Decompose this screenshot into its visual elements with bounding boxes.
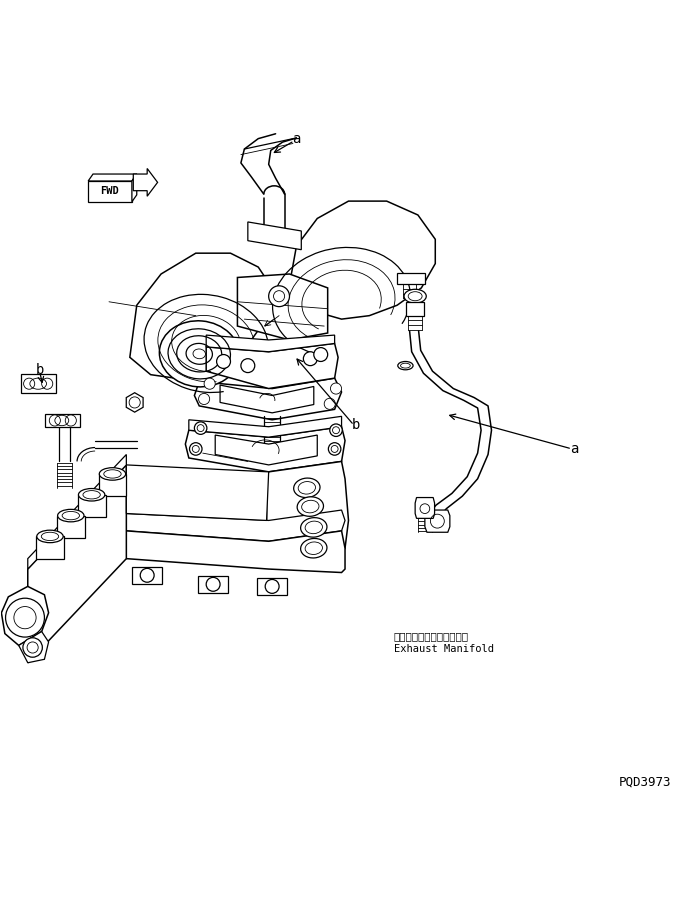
Polygon shape (206, 344, 338, 388)
Circle shape (24, 378, 35, 389)
Polygon shape (406, 302, 424, 315)
Circle shape (190, 443, 202, 455)
Polygon shape (132, 174, 137, 202)
Circle shape (265, 579, 279, 594)
Circle shape (23, 638, 43, 657)
Polygon shape (415, 497, 435, 518)
Polygon shape (57, 515, 85, 538)
Ellipse shape (300, 538, 327, 558)
Text: a: a (292, 132, 300, 145)
Polygon shape (266, 462, 348, 569)
Ellipse shape (99, 468, 125, 480)
Ellipse shape (58, 509, 84, 522)
Polygon shape (88, 174, 137, 181)
Circle shape (328, 443, 341, 455)
Polygon shape (189, 416, 342, 437)
Circle shape (324, 398, 335, 409)
Circle shape (314, 347, 328, 362)
Text: b: b (351, 417, 360, 432)
Circle shape (204, 378, 215, 389)
Circle shape (66, 415, 77, 426)
Text: FWD: FWD (100, 185, 119, 195)
Text: PQD3973: PQD3973 (619, 775, 671, 789)
Polygon shape (185, 426, 345, 472)
Polygon shape (425, 510, 450, 533)
Polygon shape (21, 374, 56, 394)
Polygon shape (98, 474, 126, 496)
Polygon shape (130, 254, 272, 378)
Circle shape (42, 378, 53, 389)
Circle shape (6, 598, 45, 637)
Ellipse shape (293, 478, 320, 497)
Circle shape (194, 422, 207, 435)
Polygon shape (215, 435, 317, 464)
Polygon shape (257, 578, 287, 595)
Polygon shape (78, 494, 105, 517)
Circle shape (206, 577, 220, 591)
Polygon shape (132, 567, 162, 584)
Text: b: b (36, 363, 44, 377)
Ellipse shape (297, 497, 323, 516)
Circle shape (199, 394, 210, 405)
Polygon shape (220, 385, 314, 413)
Polygon shape (88, 181, 132, 202)
Circle shape (330, 383, 342, 395)
Polygon shape (123, 531, 345, 573)
Text: エキゾーストマニホールド: エキゾーストマニホールド (394, 632, 468, 642)
Polygon shape (126, 464, 268, 521)
Polygon shape (198, 576, 229, 594)
Circle shape (303, 352, 317, 365)
Polygon shape (397, 273, 425, 285)
Polygon shape (45, 415, 80, 426)
Polygon shape (19, 632, 49, 663)
Text: Exhaust Manifold: Exhaust Manifold (394, 644, 493, 654)
Polygon shape (28, 464, 126, 663)
Polygon shape (126, 393, 143, 412)
Polygon shape (36, 536, 64, 559)
Circle shape (49, 415, 61, 426)
Polygon shape (28, 454, 126, 569)
Ellipse shape (300, 517, 327, 537)
Circle shape (268, 285, 289, 306)
Polygon shape (1, 586, 49, 645)
Polygon shape (289, 201, 436, 319)
Circle shape (217, 355, 231, 368)
Circle shape (241, 359, 255, 373)
Circle shape (330, 424, 342, 436)
Ellipse shape (79, 488, 105, 501)
Ellipse shape (37, 530, 63, 543)
Polygon shape (133, 168, 158, 196)
Ellipse shape (404, 289, 427, 304)
Polygon shape (248, 222, 301, 250)
Polygon shape (238, 274, 328, 340)
Circle shape (140, 568, 154, 583)
Polygon shape (206, 335, 335, 352)
Ellipse shape (398, 362, 413, 370)
Polygon shape (194, 378, 342, 420)
Ellipse shape (160, 321, 239, 387)
Text: a: a (570, 442, 579, 456)
Polygon shape (126, 510, 345, 541)
